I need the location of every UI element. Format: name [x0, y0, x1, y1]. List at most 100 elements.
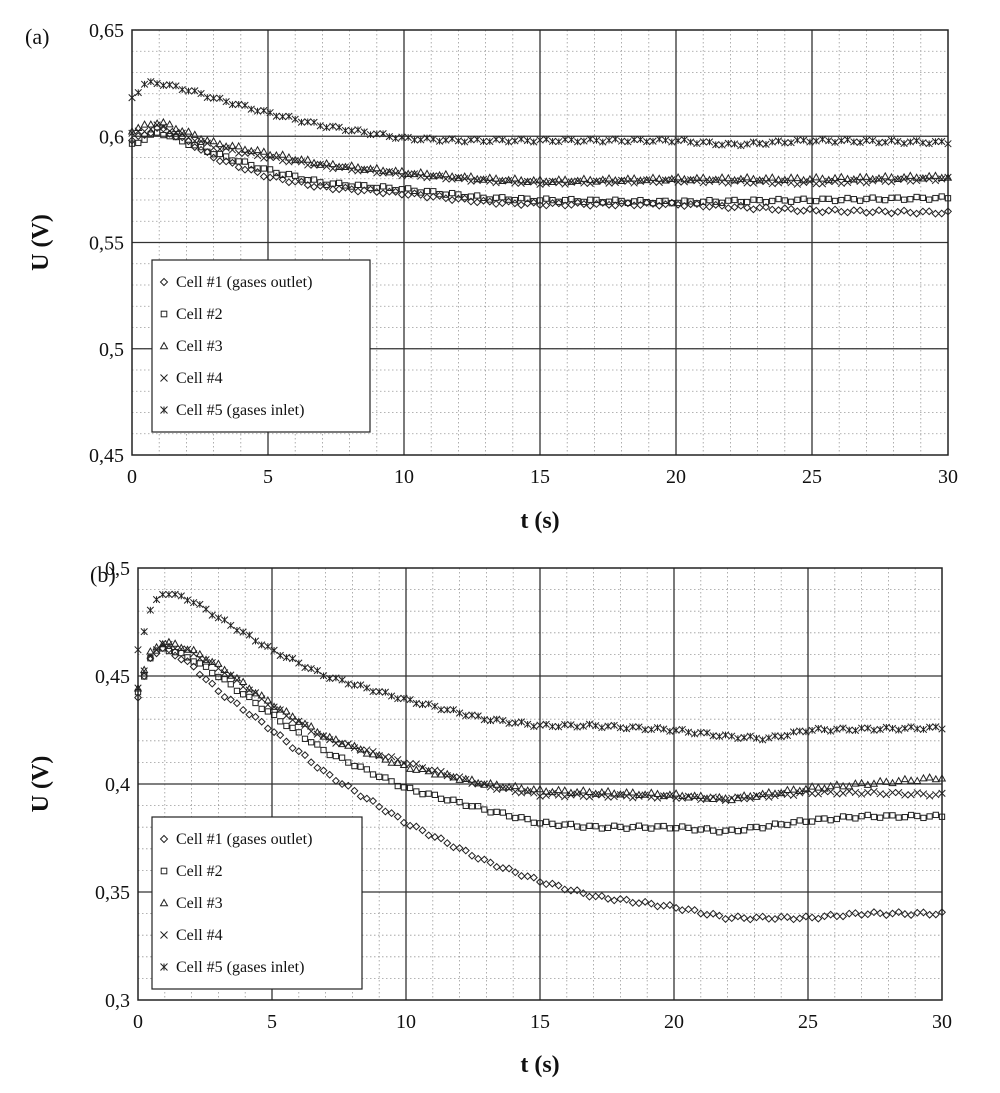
data-point — [624, 199, 632, 206]
data-point — [802, 787, 810, 796]
data-point — [523, 872, 532, 881]
data-point — [665, 901, 674, 910]
data-point — [412, 765, 421, 773]
data-point — [455, 191, 462, 198]
data-point — [257, 691, 266, 699]
data-point — [178, 85, 186, 94]
data-point — [586, 175, 595, 184]
data-point — [624, 138, 632, 146]
data-point — [437, 834, 446, 843]
data-point — [870, 726, 878, 734]
data-point — [455, 773, 464, 781]
data-point — [560, 175, 570, 183]
data-point — [758, 912, 767, 921]
data-point — [749, 179, 758, 187]
data-point — [561, 821, 568, 828]
data-point — [774, 179, 783, 187]
data-point — [241, 149, 249, 157]
data-point — [524, 815, 531, 823]
data-point — [818, 180, 827, 188]
data-point — [417, 136, 425, 144]
data-point — [454, 137, 463, 145]
data-point — [585, 720, 594, 728]
data-point — [530, 819, 537, 826]
data-point — [623, 825, 630, 832]
data-point — [549, 196, 556, 204]
plot-frame — [137, 567, 943, 1001]
data-point — [165, 590, 173, 599]
data-point — [184, 87, 193, 95]
data-point — [709, 793, 717, 801]
data-point — [431, 766, 439, 774]
data-point — [313, 666, 322, 675]
data-point — [887, 172, 896, 181]
data-point — [855, 172, 865, 181]
data-point — [749, 174, 758, 183]
data-point — [260, 154, 268, 162]
data-point — [411, 187, 418, 194]
data-point — [278, 150, 287, 158]
data-point — [869, 908, 878, 917]
data-point — [479, 175, 488, 183]
data-point — [725, 197, 732, 204]
data-point — [542, 720, 550, 728]
data-point — [166, 133, 173, 140]
data-point — [716, 829, 723, 836]
data-point — [442, 175, 450, 183]
data-point — [266, 153, 274, 162]
legend-marker — [160, 931, 168, 939]
data-point — [233, 626, 241, 635]
data-point — [674, 199, 682, 207]
data-point — [166, 81, 174, 89]
data-point — [561, 180, 569, 188]
data-point — [449, 773, 458, 781]
data-point — [486, 783, 495, 791]
data-point — [480, 780, 489, 788]
data-point — [938, 813, 946, 820]
data-point — [888, 194, 895, 201]
data-point — [297, 158, 306, 166]
data-point — [499, 716, 507, 725]
data-point — [498, 864, 507, 873]
data-point — [838, 781, 848, 790]
data-point — [684, 793, 693, 801]
data-point — [288, 712, 297, 720]
data-point — [877, 814, 884, 821]
data-point — [424, 831, 433, 840]
data-point — [660, 822, 667, 830]
data-point — [693, 139, 701, 148]
data-point — [454, 173, 463, 182]
data-point — [697, 826, 704, 833]
data-point — [405, 764, 415, 772]
x-tick-label: 0 — [127, 466, 137, 488]
data-point — [660, 792, 668, 800]
data-point — [429, 172, 437, 180]
data-point — [276, 731, 285, 740]
data-point — [765, 734, 773, 742]
data-point — [604, 824, 612, 831]
data-point — [925, 910, 934, 919]
data-point — [567, 177, 576, 185]
data-point — [888, 778, 897, 787]
series-5 — [134, 590, 946, 744]
data-point — [369, 797, 378, 806]
data-point — [709, 909, 718, 918]
data-point — [356, 681, 365, 689]
data-point — [400, 759, 408, 767]
data-point — [845, 787, 853, 795]
data-point — [222, 157, 231, 166]
x-tick-label: 25 — [802, 466, 822, 488]
data-point — [579, 792, 587, 800]
data-point — [631, 198, 638, 205]
data-point — [844, 194, 851, 202]
data-point — [647, 899, 656, 908]
data-point — [793, 207, 802, 216]
data-point — [907, 910, 916, 919]
data-point — [820, 726, 829, 734]
x-axis-title: t (s) — [520, 1052, 559, 1078]
data-point — [543, 195, 550, 202]
data-point — [888, 909, 897, 918]
data-point — [486, 196, 493, 203]
data-point — [758, 791, 767, 800]
data-point — [655, 135, 663, 143]
